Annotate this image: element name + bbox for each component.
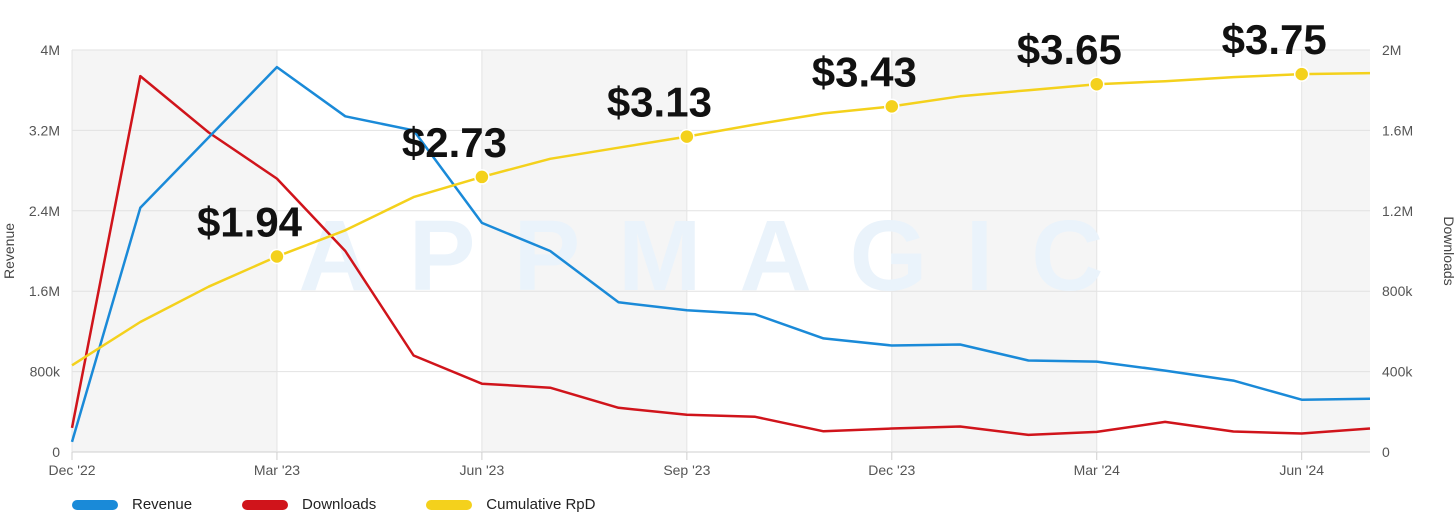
- series-line-revenue[interactable]: [70, 65, 1371, 443]
- right-tick-label: 1.6M: [1382, 122, 1413, 138]
- left-tick-label: 0: [52, 444, 60, 460]
- quarter-band: [72, 50, 277, 452]
- rpd-annotation-label: $3.65: [1017, 26, 1122, 73]
- x-tick-label: Dec '22: [48, 462, 95, 478]
- series-line-downloads[interactable]: [70, 74, 1371, 437]
- right-tick-label: 800k: [1382, 283, 1413, 299]
- right-tick-label: 1.2M: [1382, 203, 1413, 219]
- x-tick-label: Mar '23: [254, 462, 300, 478]
- quarter-band: [1301, 50, 1370, 452]
- watermark: APPMAGIC: [299, 200, 1142, 312]
- x-tick-label: Jun '24: [1279, 462, 1324, 478]
- quarter-bands: [72, 50, 1370, 452]
- rpd-marker[interactable]: [474, 169, 490, 185]
- quarter-band: [891, 50, 1097, 452]
- legend-item-revenue[interactable]: Revenue: [72, 496, 192, 513]
- rpd-annotation-label: $3.75: [1222, 16, 1327, 63]
- rpd-annotation-label: $3.43: [812, 48, 917, 95]
- series-line-cumulative-rpd[interactable]: [71, 71, 1371, 367]
- rpd-annotation-label: $1.94: [197, 199, 303, 246]
- rpd-marker[interactable]: [679, 128, 695, 145]
- left-axis-ticks: 0 800k 1.6M 2.4M 3.2M 4M: [29, 42, 61, 460]
- left-tick-label: 800k: [30, 364, 61, 380]
- right-axis-title: Downloads: [1441, 216, 1456, 285]
- x-tick-label: Dec '23: [868, 462, 915, 478]
- left-tick-label: 1.6M: [29, 283, 60, 299]
- right-axis-ticks: 0 400k 800k 1.2M 1.6M 2M: [1382, 42, 1413, 460]
- left-tick-label: 4M: [41, 42, 60, 58]
- rpd-markers: [269, 66, 1310, 265]
- left-tick-label: 2.4M: [29, 203, 60, 219]
- x-axis-ticks: Dec '22 Mar '23 Jun '23 Sep '23 Dec '23 Mar '…: [48, 452, 1324, 478]
- legend-swatch-cumulative-rpd: [426, 499, 473, 510]
- rpd-marker[interactable]: [1293, 66, 1310, 82]
- rpd-marker[interactable]: [884, 98, 900, 115]
- right-tick-label: 0: [1382, 444, 1390, 460]
- legend: Revenue Downloads Cumulative RpD: [72, 496, 645, 513]
- legend-label-cumulative-rpd: Cumulative RpD: [486, 496, 596, 513]
- rpd-annotation-label: $3.13: [607, 79, 712, 126]
- series-lines: [70, 65, 1371, 443]
- rpd-marker[interactable]: [1088, 76, 1105, 92]
- left-axis-title: Revenue: [1, 223, 17, 279]
- right-tick-label: 2M: [1382, 42, 1401, 58]
- line-chart: APPMAGIC 0 800k 1.6M 2.4M 3.2M 4M 0 400k 800k 1.…: [1, 16, 1456, 478]
- legend-label-downloads: Downloads: [302, 496, 377, 513]
- x-tick-label: Sep '23: [663, 462, 710, 478]
- legend-swatch-downloads: [242, 499, 289, 510]
- legend-label-revenue: Revenue: [132, 496, 193, 513]
- left-tick-label: 3.2M: [29, 122, 60, 138]
- legend-item-downloads[interactable]: Downloads: [242, 496, 376, 513]
- x-tick-label: Jun '23: [460, 462, 505, 478]
- rpd-annotations: $1.94 $2.73 $3.13 $3.43 $3.65 $3.75: [197, 16, 1327, 245]
- legend-item-cumulative-rpd[interactable]: Cumulative RpD: [426, 496, 595, 513]
- right-tick-label: 400k: [1382, 364, 1413, 380]
- rpd-annotation-label: $2.73: [402, 119, 507, 166]
- x-tick-label: Mar '24: [1074, 462, 1120, 478]
- rpd-marker[interactable]: [269, 248, 285, 265]
- legend-swatch-revenue: [72, 499, 118, 510]
